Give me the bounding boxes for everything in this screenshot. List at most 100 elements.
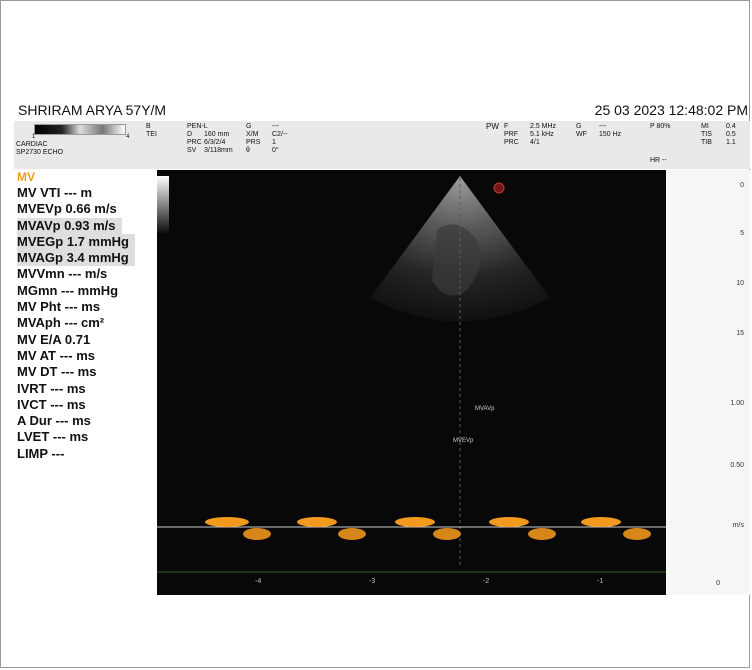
mvevp-marker-label: MVEVp (453, 438, 474, 444)
param-label: PRS (246, 139, 261, 146)
measurement-text: MV DT --- ms (17, 364, 97, 380)
scan-parameters-bar: 1 4 CARDIAC SP2730 ECHO B TEI PEN-L D PR… (14, 121, 750, 169)
param-label: PRF (504, 131, 518, 138)
param-value: 0° (272, 147, 279, 154)
param-value: 6/3/2/4 (204, 139, 226, 146)
param-col-2-values: 160 mm 6/3/2/4 3/118mm (204, 131, 233, 155)
measurement-text: IVCT --- ms (17, 396, 86, 412)
param-label: D (187, 131, 193, 138)
measurement-text: MV AT --- ms (17, 347, 95, 363)
doppler-wave (205, 517, 249, 527)
measurement-row: MV AT --- ms (14, 348, 159, 364)
measurement-row: MGmn --- mmHg (14, 283, 159, 299)
param-value: C2/-- (272, 131, 288, 138)
doppler-wave (433, 528, 461, 540)
color-box-marker (493, 182, 505, 194)
measurement-row: MVAVp 0.93 m/s (14, 217, 159, 234)
measurement-text: MVAph --- cm² (17, 315, 105, 331)
power-label: P 80% (650, 123, 671, 130)
doppler-wave (581, 517, 621, 527)
measurement-text: MV Pht --- ms (17, 299, 101, 315)
velocity-tick: 0 (716, 580, 720, 587)
echo-sector-svg (157, 176, 666, 573)
doppler-wave (338, 528, 366, 540)
doppler-wave (297, 517, 337, 527)
doppler-wave (489, 517, 529, 527)
param-value: --- (599, 123, 606, 130)
param-col-6: MI TIS TIB (701, 123, 712, 147)
param-value: 2.5 MHz (530, 123, 557, 130)
heart-chamber (432, 224, 481, 296)
param-label: PRC (504, 139, 519, 146)
measurement-row: MV VTI --- m (14, 185, 159, 201)
measurement-text: MVEGp 1.7 mmHg (17, 233, 135, 251)
mode-probe: CARDIAC SP2730 ECHO (16, 141, 63, 157)
doppler-wave (243, 528, 271, 540)
time-tick: -2 (483, 578, 490, 585)
measurement-row: MV E/A 0.71 (14, 332, 159, 348)
measurement-row: MV DT --- ms (14, 364, 159, 380)
param-col-4-values: 2.5 MHz 5.1 kHz 4/1 (530, 123, 556, 147)
param-label: F (504, 123, 509, 130)
doppler-wave (623, 528, 651, 540)
velocity-tick: 1.00 (730, 400, 744, 407)
measurement-text: MVEVp 0.66 m/s (17, 201, 117, 217)
grayscale-min: 1 (32, 134, 36, 140)
param-label: PEN-L (187, 123, 208, 130)
measurement-row: LVET --- ms (14, 429, 159, 445)
param-col-2: PEN-L D PRC SV (187, 123, 208, 155)
depth-tick: 15 (736, 330, 744, 337)
probe-label: SP2730 ECHO (16, 149, 64, 156)
param-label: θ (246, 147, 250, 154)
param-col-4: F PRF PRC (504, 123, 519, 147)
param-label: SV (187, 147, 197, 154)
measurement-row: LIMP --- (14, 446, 159, 462)
mode-label: CARDIAC (16, 141, 48, 148)
param-value: 4/1 (530, 139, 540, 146)
param-label: MI (701, 123, 709, 130)
depth-tick: 0 (740, 182, 744, 189)
param-col-6-values: 0.4 0.5 1.1 (726, 123, 736, 147)
param-label: G (246, 123, 252, 130)
time-tick: -3 (369, 578, 376, 585)
measurement-row: MVAGp 3.4 mmHg (14, 250, 159, 267)
measurement-text: MVVmn --- m/s (17, 266, 108, 282)
measurement-title: MV (17, 170, 35, 184)
doppler-wave (395, 517, 435, 527)
measurement-text: MVAGp 3.4 mmHg (17, 250, 135, 267)
grayscale-strip (157, 176, 169, 236)
depth-tick: 5 (740, 230, 744, 237)
param-col-5: G WF (576, 123, 587, 139)
mvavp-marker-label: MVAVp (475, 406, 495, 412)
depth-tick: 10 (736, 280, 744, 287)
param-label: G (576, 123, 582, 130)
exam-datetime: 25 03 2023 12:48:02 PM (594, 102, 748, 118)
param-value: 0.5 (726, 131, 736, 138)
param-label: B (146, 123, 151, 130)
time-tick: -4 (255, 578, 262, 585)
velocity-tick: 0.50 (730, 462, 744, 469)
param-value: 3/118mm (204, 147, 233, 154)
param-label: TIS (701, 131, 712, 138)
measurement-text: A Dur --- ms (17, 413, 91, 429)
measurement-row: MVEGp 1.7 mmHg (14, 233, 159, 251)
measurement-text: LIMP --- (17, 445, 65, 461)
measurement-row: IVRT --- ms (14, 381, 159, 397)
measurement-text: MVAVp 0.93 m/s (17, 217, 122, 234)
param-value: 1.1 (726, 139, 736, 146)
scale-panel: 0 5 10 15 1.00 0.50 m/s 0 (666, 170, 750, 595)
param-value: 150 Hz (599, 131, 622, 138)
param-value: 5.1 kHz (530, 131, 554, 138)
param-col-5-values: --- 150 Hz (599, 123, 621, 139)
param-col-1: B TEI (146, 123, 157, 139)
measurement-row: IVCT --- ms (14, 397, 159, 413)
param-value: 1 (272, 139, 276, 146)
ultrasound-image: MVAVp MVEVp -4 -3 -2 -1 (157, 170, 666, 595)
grayscale-bar (34, 124, 126, 135)
param-col-3-values: --- C2/-- 1 0° (272, 123, 288, 155)
param-value: 0.4 (726, 123, 736, 130)
measurement-text: MV VTI --- m (17, 185, 93, 200)
param-col-3: G X/M PRS θ (246, 123, 260, 155)
param-label: TEI (146, 131, 157, 138)
time-tick: -1 (597, 578, 604, 585)
